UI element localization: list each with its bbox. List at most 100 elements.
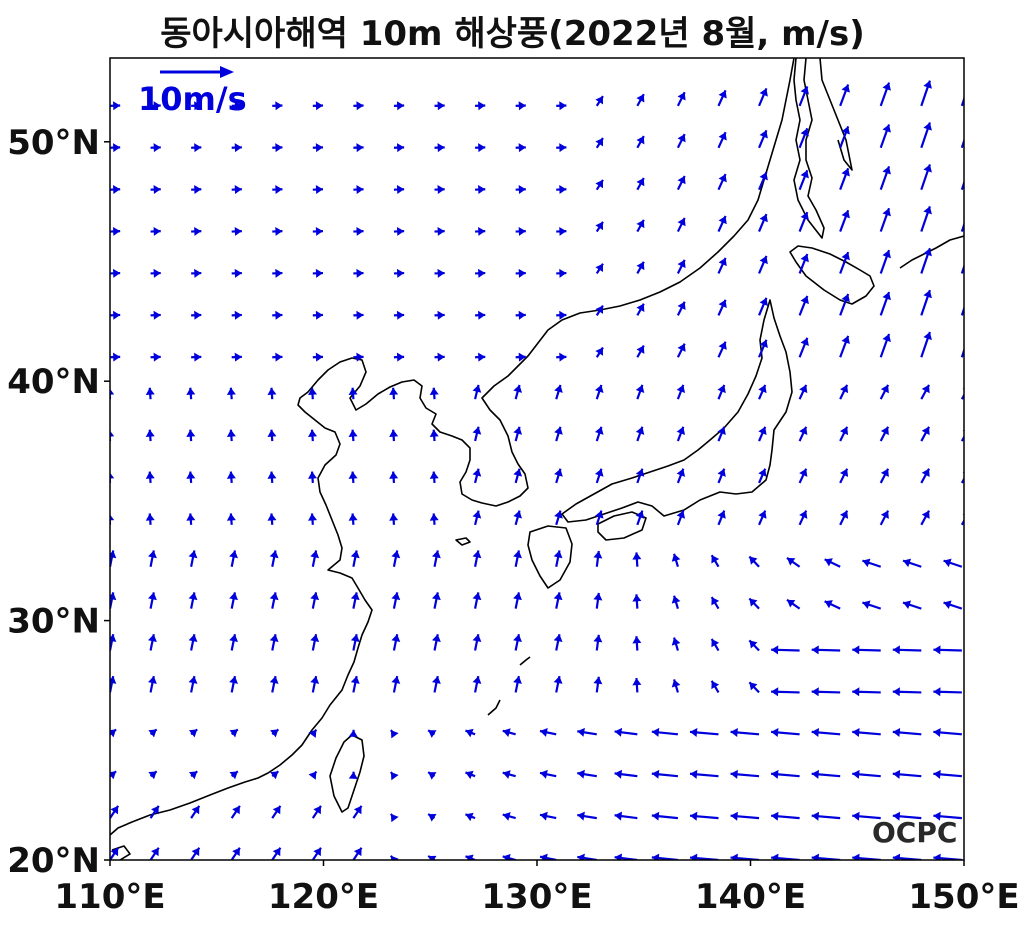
wind-arrow xyxy=(943,558,963,568)
wind-arrow xyxy=(920,384,930,400)
wind-arrow xyxy=(839,384,849,400)
wind-arrow xyxy=(148,770,158,780)
wind-arrow xyxy=(879,249,891,274)
wind-arrow xyxy=(391,592,401,609)
wind-arrow xyxy=(515,310,526,320)
wind-arrow xyxy=(465,770,476,780)
wind-arrow xyxy=(308,728,318,738)
wind-arrow xyxy=(310,550,320,567)
coastlines xyxy=(110,58,964,860)
wind-arrow xyxy=(730,811,760,821)
wind-vectors xyxy=(110,80,964,860)
wind-arrow xyxy=(350,592,360,609)
wind-arrow xyxy=(758,468,767,484)
wind-arrow xyxy=(472,550,482,567)
wind-arrow xyxy=(353,185,364,195)
wind-arrow xyxy=(389,513,399,525)
wind-arrow xyxy=(556,101,567,111)
wind-arrow xyxy=(824,600,841,610)
wind-arrow xyxy=(758,426,767,442)
wind-arrow xyxy=(145,513,155,525)
wind-arrow xyxy=(150,268,161,278)
wind-arrow xyxy=(110,310,121,320)
wind-arrow xyxy=(434,310,445,320)
wind-arrow xyxy=(879,426,890,442)
wind-arrow xyxy=(798,510,808,526)
wind-arrow xyxy=(920,331,932,358)
wind-arrow xyxy=(892,645,922,655)
wind-arrow xyxy=(852,811,881,821)
wind-arrow xyxy=(150,185,161,195)
wind-arrow xyxy=(434,101,445,111)
wind-arrow xyxy=(229,550,238,567)
wind-arrow xyxy=(427,729,437,738)
wind-arrow xyxy=(229,634,238,651)
wind-arrow xyxy=(839,335,850,358)
wind-arrow xyxy=(270,770,280,780)
wind-arrow xyxy=(771,811,800,821)
wind-arrow xyxy=(348,729,358,738)
reference-key-label: 10m/s xyxy=(138,80,247,118)
wind-arrow xyxy=(190,805,201,819)
wind-arrow xyxy=(431,675,441,693)
wind-arrow xyxy=(636,135,645,149)
wind-arrow xyxy=(348,429,358,442)
wind-arrow xyxy=(272,185,283,195)
wind-arrow xyxy=(191,101,202,111)
x-tick-label: 140°E xyxy=(695,877,806,917)
wind-arrow xyxy=(595,179,604,191)
wind-arrow xyxy=(515,352,526,362)
wind-arrow xyxy=(635,468,645,484)
wind-arrow xyxy=(513,550,522,567)
wind-arrow xyxy=(676,426,686,442)
wind-arrow xyxy=(353,310,364,320)
wind-arrow xyxy=(758,297,768,316)
wind-arrow xyxy=(920,164,932,191)
wind-arrow xyxy=(145,429,155,442)
wind-arrow xyxy=(312,352,324,362)
wind-arrow xyxy=(149,805,160,819)
wind-arrow xyxy=(110,847,120,860)
wind-arrow xyxy=(186,387,196,400)
wind-arrow xyxy=(271,847,282,860)
y-tick-label: 20°N xyxy=(7,841,100,881)
wind-arrow xyxy=(310,634,320,651)
wind-arrow xyxy=(310,675,320,693)
wind-arrow xyxy=(920,426,930,442)
wind-arrow xyxy=(269,550,279,567)
wind-arrow xyxy=(892,811,922,821)
wind-arrow xyxy=(148,675,157,693)
wind-arrow xyxy=(312,185,324,195)
wind-arrow xyxy=(676,510,686,526)
wind-arrow xyxy=(651,811,679,821)
wind-arrow xyxy=(434,143,445,153)
wind-arrow xyxy=(110,513,115,525)
wind-arrow xyxy=(150,310,161,320)
wind-arrow xyxy=(635,384,645,400)
x-tick-label: 150°E xyxy=(908,877,1019,917)
wind-arrow xyxy=(191,143,202,153)
wind-arrow xyxy=(758,510,767,526)
wind-arrow xyxy=(191,185,202,195)
wind-arrow xyxy=(717,173,727,191)
wind-arrow xyxy=(393,101,405,111)
wind-arrow xyxy=(595,263,604,275)
coastline-hokkaido xyxy=(789,245,875,305)
wind-arrow xyxy=(188,634,198,651)
wind-arrow xyxy=(717,299,727,316)
wind-arrow xyxy=(556,310,567,320)
wind-arrow xyxy=(676,384,686,400)
wind-arrow xyxy=(429,513,439,525)
wind-arrow xyxy=(434,185,445,195)
coastline-ryukyu-2 xyxy=(519,656,531,666)
wind-arrow xyxy=(577,811,597,821)
wind-arrow xyxy=(513,468,523,484)
wind-arrow xyxy=(427,813,437,822)
wind-arrow xyxy=(920,510,930,526)
wind-arrow xyxy=(272,101,283,111)
wind-arrow xyxy=(475,185,486,195)
wind-arrow xyxy=(475,226,486,236)
wind-arrow xyxy=(632,552,642,567)
wind-arrow xyxy=(839,251,850,274)
wind-arrow xyxy=(475,143,486,153)
